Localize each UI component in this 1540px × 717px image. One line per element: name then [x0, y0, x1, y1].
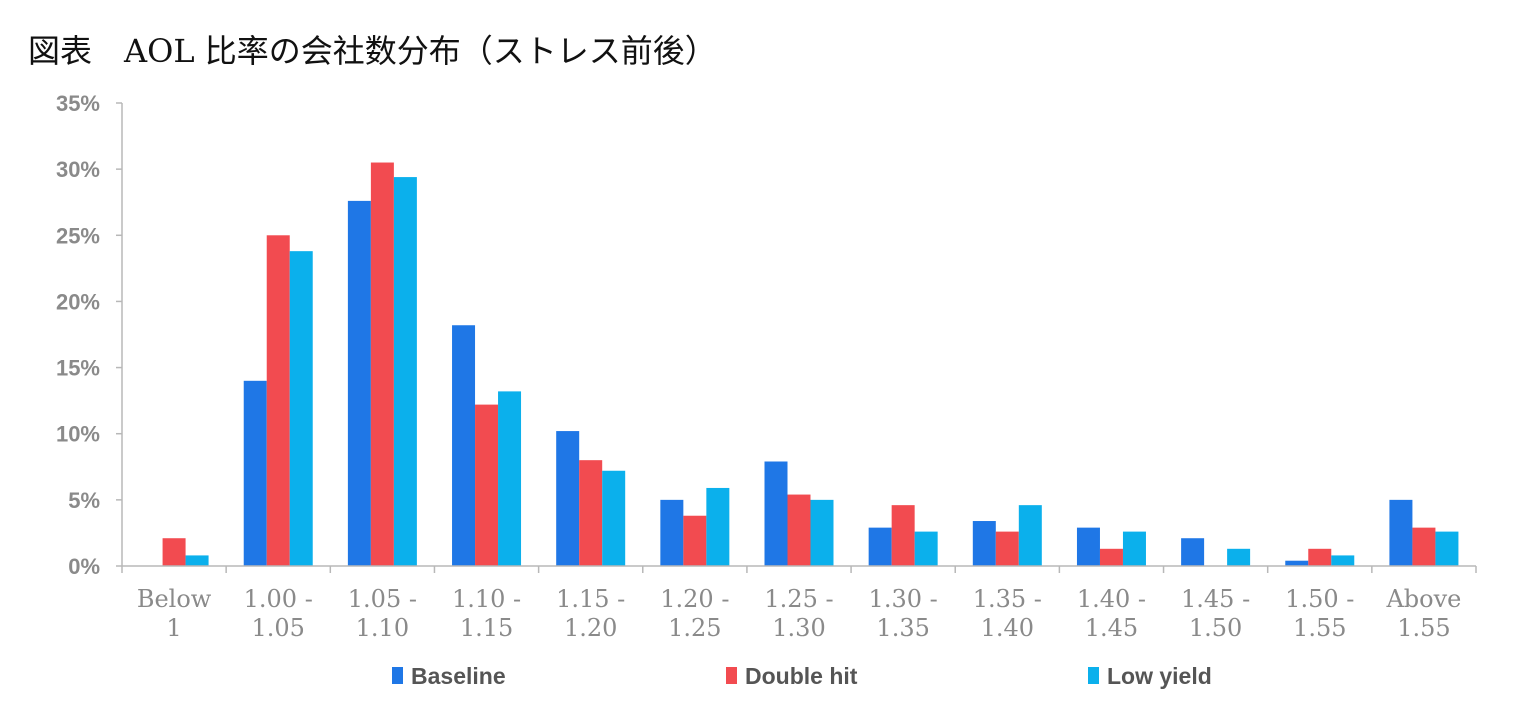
x-category-label: 1.10 -1.15 [452, 585, 521, 642]
bar-double-hit [1412, 527, 1436, 566]
x-category-label: 1.35 -1.40 [973, 585, 1042, 642]
bar-double-hit [1099, 548, 1123, 566]
bar-low-yield [1331, 555, 1355, 566]
x-category-label: Above 1.55 [1385, 585, 1461, 642]
legend-label: Low yield [1107, 663, 1212, 689]
y-tick-label: 25% [56, 223, 100, 248]
x-category-label: 1.40 -1.45 [1077, 585, 1146, 642]
x-axis-labels: Below 1 1.00 -1.05 1.05 -1.10 1.10 -1.15 1.15… [137, 585, 1462, 642]
bar-baseline [243, 380, 267, 566]
bar-baseline [347, 200, 371, 567]
x-category-label: 1.15 -1.20 [556, 585, 625, 642]
bar-double-hit [891, 505, 915, 566]
bar-marks [162, 162, 1459, 567]
x-axis-ticks [121, 566, 1477, 573]
x-category-label: 1.00 -1.05 [244, 585, 313, 642]
x-category-label: 1.20 -1.25 [660, 585, 729, 642]
legend-swatch [726, 667, 737, 684]
bar-double-hit [1308, 548, 1332, 566]
bar-baseline [1389, 499, 1413, 566]
legend-label: Double hit [745, 663, 858, 689]
legend: Baseline Double hit Low yield [392, 663, 1212, 689]
x-category-label: 1.25 -1.30 [764, 585, 833, 642]
bar-low-yield [1018, 505, 1042, 566]
bar-low-yield [706, 487, 730, 566]
bar-double-hit [370, 162, 394, 566]
bar-baseline [1181, 538, 1205, 566]
legend-label: Baseline [411, 663, 506, 689]
bar-low-yield [810, 499, 834, 566]
bar-double-hit [787, 494, 811, 566]
bar-baseline [1076, 527, 1100, 566]
bar-baseline [1285, 560, 1309, 566]
bar-low-yield [1122, 531, 1146, 566]
bar-double-hit [579, 460, 603, 566]
bar-low-yield [1435, 531, 1459, 566]
x-category-label: 1.05 -1.10 [348, 585, 417, 642]
bar-baseline [764, 461, 788, 566]
bar-low-yield [914, 531, 938, 566]
bar-baseline [556, 431, 580, 566]
bar-low-yield [393, 177, 417, 566]
y-tick-label: 5% [68, 488, 100, 513]
bar-baseline [868, 527, 892, 566]
y-tick-label: 30% [56, 157, 100, 182]
y-tick-label: 20% [56, 289, 100, 314]
bar-low-yield [1227, 548, 1251, 566]
x-category-label: 1.50 -1.55 [1285, 585, 1354, 642]
bar-baseline [452, 325, 476, 566]
y-tick-label: 0% [68, 554, 100, 579]
y-tick-label: 35% [56, 91, 100, 116]
bar-baseline [660, 499, 684, 566]
x-category-label: Below 1 [137, 585, 212, 642]
x-category-label: 1.30 -1.35 [869, 585, 938, 642]
bar-low-yield [289, 251, 313, 566]
chart-title: 図表 AOL 比率の会社数分布（ストレス前後） [28, 32, 717, 70]
y-tick-label: 10% [56, 422, 100, 447]
legend-swatch [392, 667, 403, 684]
bar-low-yield [498, 391, 522, 566]
bar-double-hit [266, 235, 290, 567]
bar-double-hit [162, 538, 186, 566]
bar-double-hit [683, 515, 707, 566]
bar-low-yield [602, 470, 626, 566]
x-category-label: 1.45 -1.50 [1181, 585, 1250, 642]
bar-baseline [972, 521, 996, 566]
y-tick-label: 15% [56, 356, 100, 381]
bar-low-yield [185, 555, 209, 566]
bar-double-hit [995, 531, 1019, 566]
legend-swatch [1088, 667, 1099, 684]
y-axis-ticks: 0% 5% 10% 15% 20% 25% 30% 35% [56, 91, 122, 579]
bar-double-hit [475, 404, 499, 566]
